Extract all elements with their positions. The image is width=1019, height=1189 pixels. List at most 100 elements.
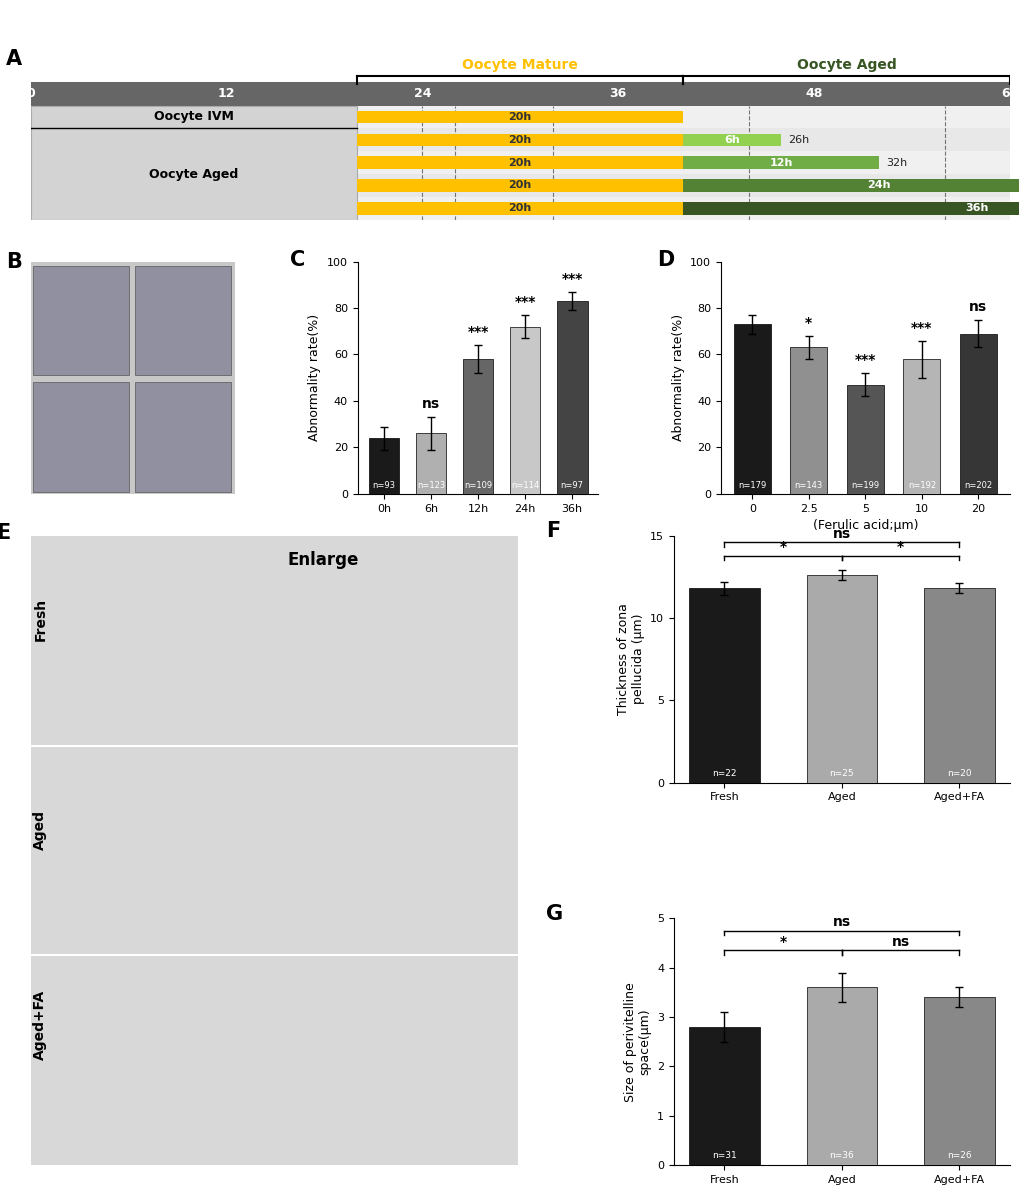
Text: A: A: [6, 49, 22, 69]
Text: *: *: [779, 936, 786, 949]
Bar: [416, 434, 446, 493]
Bar: [734, 325, 770, 493]
Text: Aged: Aged: [34, 811, 47, 850]
Text: 48: 48: [804, 87, 822, 100]
Bar: [135, 266, 231, 376]
Text: Aged+FA: Aged+FA: [34, 990, 47, 1061]
Bar: [135, 383, 231, 491]
Bar: [31, 197, 1009, 220]
Text: n=123: n=123: [417, 482, 444, 490]
Text: Oocyte IVM: Oocyte IVM: [154, 111, 233, 124]
Text: n=20: n=20: [946, 768, 971, 778]
Bar: [33, 383, 128, 491]
Text: ***: ***: [467, 326, 488, 339]
Bar: [31, 106, 1009, 128]
Text: 26h: 26h: [787, 134, 808, 145]
Text: n=97: n=97: [560, 482, 583, 490]
Bar: [683, 133, 781, 146]
Text: ***: ***: [561, 272, 582, 285]
Text: n=109: n=109: [464, 482, 491, 490]
Text: 24h: 24h: [866, 181, 891, 190]
Text: Oocyte Aged: Oocyte Aged: [796, 58, 896, 73]
Text: D: D: [656, 250, 674, 270]
Text: n=25: n=25: [828, 768, 853, 778]
Polygon shape: [669, 113, 683, 121]
Polygon shape: [669, 158, 683, 166]
Text: F: F: [546, 521, 560, 541]
X-axis label: (Ferulic acid;μm): (Ferulic acid;μm): [812, 520, 917, 533]
Bar: [31, 82, 1009, 106]
Polygon shape: [865, 158, 878, 166]
Text: 12h: 12h: [769, 158, 792, 168]
Text: n=22: n=22: [711, 768, 736, 778]
Text: 20h: 20h: [508, 181, 531, 190]
Text: *: *: [804, 316, 811, 331]
Bar: [31, 128, 1009, 151]
Text: ***: ***: [910, 321, 931, 335]
Text: C: C: [290, 250, 306, 270]
Bar: [31, 106, 357, 220]
Text: n=93: n=93: [372, 482, 395, 490]
Text: G: G: [546, 904, 562, 924]
Text: ns: ns: [832, 527, 850, 541]
Text: 6h: 6h: [723, 134, 740, 145]
Text: n=192: n=192: [907, 482, 935, 490]
Bar: [31, 174, 1009, 197]
Text: n=114: n=114: [511, 482, 539, 490]
Text: 60: 60: [1000, 87, 1018, 100]
Text: n=31: n=31: [711, 1151, 736, 1160]
Bar: [959, 334, 996, 493]
Text: 0: 0: [26, 87, 35, 100]
Text: 20h: 20h: [508, 158, 531, 168]
Text: Enlarge: Enlarge: [286, 552, 358, 570]
Text: 24: 24: [413, 87, 431, 100]
Bar: [556, 301, 587, 493]
Bar: [806, 575, 876, 782]
Text: n=202: n=202: [963, 482, 991, 490]
Bar: [683, 180, 1019, 191]
Bar: [689, 589, 759, 782]
Text: ns: ns: [422, 397, 439, 411]
Bar: [846, 385, 882, 493]
Text: 20h: 20h: [508, 203, 531, 213]
Bar: [689, 1027, 759, 1165]
Bar: [357, 133, 683, 146]
Text: 36: 36: [609, 87, 626, 100]
Text: n=199: n=199: [851, 482, 878, 490]
Text: n=179: n=179: [738, 482, 765, 490]
Text: ***: ***: [514, 295, 535, 309]
Bar: [923, 589, 994, 782]
Text: E: E: [0, 523, 11, 543]
Polygon shape: [669, 203, 683, 213]
Bar: [357, 202, 683, 214]
Y-axis label: Thickness of zona
pellucida (μm): Thickness of zona pellucida (μm): [616, 603, 644, 715]
Text: 12: 12: [217, 87, 235, 100]
Bar: [357, 111, 683, 124]
Y-axis label: Abnormality rate(%): Abnormality rate(%): [671, 314, 684, 441]
Polygon shape: [669, 136, 683, 144]
Text: Oocyte Mature: Oocyte Mature: [462, 58, 578, 73]
Text: Oocyte Aged: Oocyte Aged: [149, 168, 238, 181]
Bar: [368, 438, 398, 493]
Text: ***: ***: [854, 353, 875, 367]
Text: B: B: [6, 252, 21, 272]
Text: 20h: 20h: [508, 112, 531, 122]
Text: ns: ns: [832, 916, 850, 930]
Text: n=143: n=143: [794, 482, 822, 490]
Text: *: *: [896, 540, 903, 554]
Text: Fresh: Fresh: [34, 598, 47, 641]
Bar: [806, 988, 876, 1165]
Bar: [683, 202, 1019, 214]
Bar: [357, 180, 683, 191]
Text: 20h: 20h: [508, 134, 531, 145]
Bar: [463, 359, 493, 493]
Bar: [510, 327, 540, 493]
Bar: [357, 157, 683, 169]
Text: ns: ns: [968, 300, 986, 314]
Polygon shape: [767, 136, 781, 144]
Text: *: *: [779, 540, 786, 554]
Bar: [31, 151, 1009, 174]
Bar: [790, 347, 826, 493]
Y-axis label: Size of perivitelline
space(μm): Size of perivitelline space(μm): [623, 982, 651, 1102]
Text: 32h: 32h: [884, 158, 906, 168]
